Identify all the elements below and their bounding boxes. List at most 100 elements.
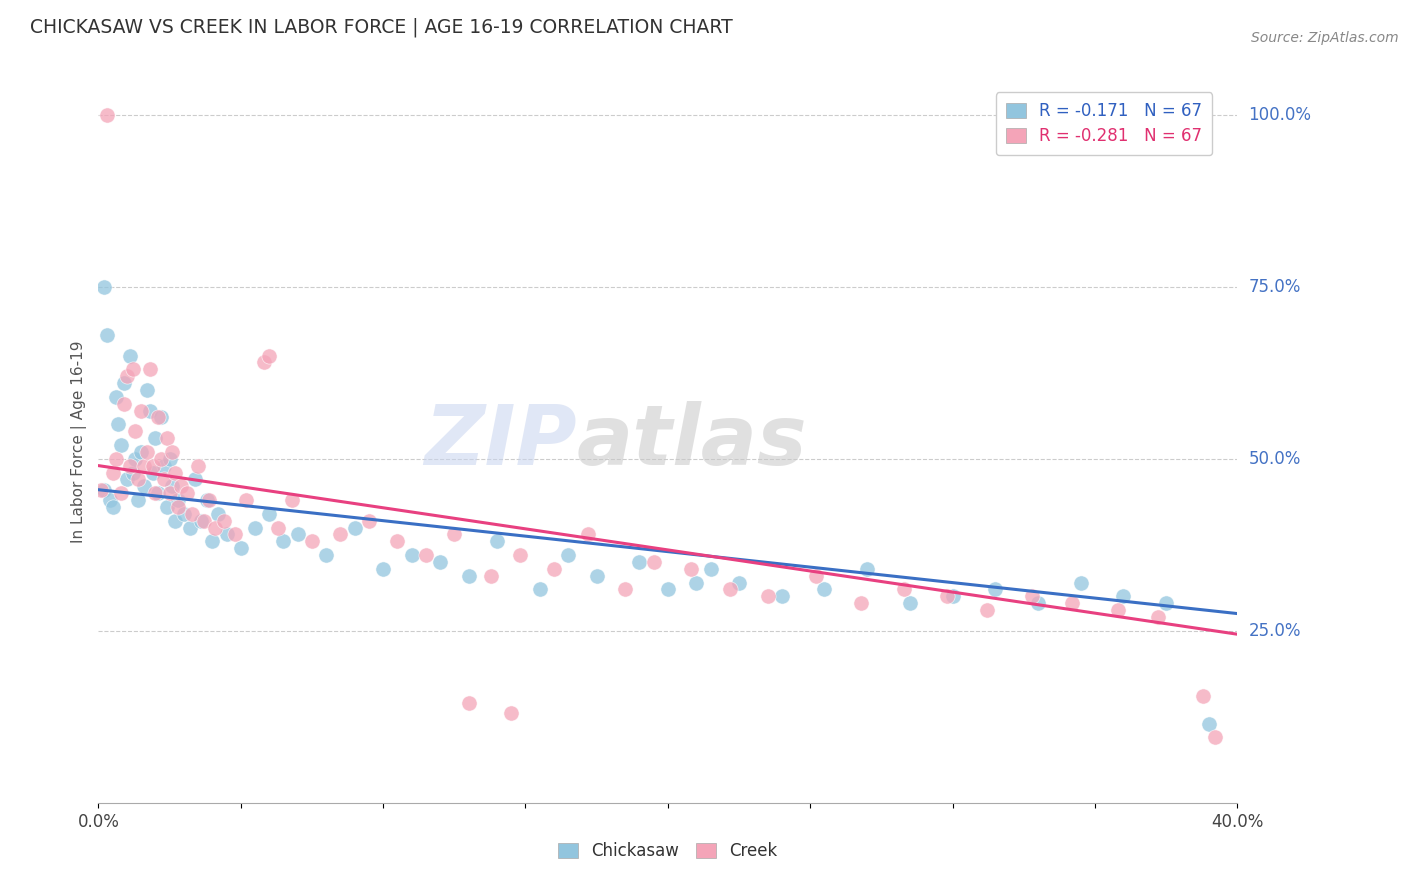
Text: 25.0%: 25.0%: [1249, 622, 1301, 640]
Point: [1204, 731, 1226, 745]
Point: [898, 596, 921, 610]
Point: [259, 349, 281, 363]
Point: [804, 568, 827, 582]
Point: [509, 548, 531, 562]
Point: [127, 472, 149, 486]
Point: [104, 390, 127, 404]
Point: [150, 451, 173, 466]
Point: [207, 507, 229, 521]
Point: [159, 486, 181, 500]
Point: [156, 431, 179, 445]
Text: 50.0%: 50.0%: [1249, 450, 1301, 467]
Point: [127, 493, 149, 508]
Point: [184, 472, 207, 486]
Point: [129, 445, 152, 459]
Point: [267, 520, 290, 534]
Point: [212, 514, 235, 528]
Legend: Chickasaw, Creek: Chickasaw, Creek: [551, 836, 785, 867]
Point: [273, 534, 295, 549]
Point: [229, 541, 252, 556]
Point: [165, 466, 187, 480]
Point: [543, 562, 565, 576]
Point: [138, 403, 160, 417]
Point: [1112, 590, 1135, 604]
Point: [1021, 590, 1043, 604]
Point: [96, 108, 118, 122]
Point: [301, 534, 323, 549]
Text: 75.0%: 75.0%: [1249, 277, 1301, 296]
Point: [150, 410, 173, 425]
Point: [167, 500, 190, 514]
Point: [135, 445, 157, 459]
Point: [756, 590, 779, 604]
Point: [1070, 575, 1092, 590]
Point: [215, 527, 238, 541]
Point: [145, 431, 167, 445]
Point: [198, 493, 221, 508]
Point: [121, 362, 143, 376]
Point: [141, 466, 163, 480]
Point: [195, 493, 218, 508]
Point: [138, 362, 160, 376]
Point: [1198, 716, 1220, 731]
Point: [118, 458, 141, 473]
Y-axis label: In Labor Force | Age 16-19: In Labor Force | Age 16-19: [72, 340, 87, 543]
Point: [851, 596, 873, 610]
Point: [224, 527, 246, 541]
Point: [165, 514, 187, 528]
Point: [315, 548, 337, 562]
Point: [252, 355, 274, 369]
Point: [176, 486, 198, 500]
Point: [132, 458, 155, 473]
Point: [479, 568, 502, 582]
Point: [770, 590, 793, 604]
Point: [190, 514, 212, 528]
Point: [148, 486, 170, 500]
Point: [893, 582, 915, 597]
Point: [153, 458, 176, 473]
Point: [101, 466, 124, 480]
Point: [159, 451, 181, 466]
Point: [720, 582, 742, 597]
Point: [415, 548, 437, 562]
Point: [529, 582, 551, 597]
Point: [813, 582, 835, 597]
Point: [112, 397, 135, 411]
Point: [243, 520, 266, 534]
Point: [679, 562, 702, 576]
Point: [281, 493, 304, 508]
Point: [101, 500, 124, 514]
Point: [976, 603, 998, 617]
Point: [557, 548, 579, 562]
Text: 100.0%: 100.0%: [1249, 105, 1312, 124]
Text: Source: ZipAtlas.com: Source: ZipAtlas.com: [1251, 31, 1399, 45]
Point: [1154, 596, 1177, 610]
Point: [201, 534, 224, 549]
Point: [187, 458, 209, 473]
Point: [156, 500, 179, 514]
Point: [685, 575, 707, 590]
Point: [387, 534, 409, 549]
Point: [657, 582, 679, 597]
Point: [124, 424, 146, 438]
Point: [129, 403, 152, 417]
Point: [429, 555, 451, 569]
Point: [90, 483, 112, 497]
Point: [179, 520, 201, 534]
Point: [501, 706, 523, 721]
Text: CHICKASAW VS CREEK IN LABOR FORCE | AGE 16-19 CORRELATION CHART: CHICKASAW VS CREEK IN LABOR FORCE | AGE …: [30, 18, 733, 37]
Point: [173, 507, 195, 521]
Point: [576, 527, 599, 541]
Point: [614, 582, 637, 597]
Point: [235, 493, 257, 508]
Point: [110, 486, 132, 500]
Point: [357, 514, 380, 528]
Point: [118, 349, 141, 363]
Point: [373, 562, 395, 576]
Point: [486, 534, 509, 549]
Point: [728, 575, 751, 590]
Point: [145, 486, 167, 500]
Point: [329, 527, 352, 541]
Point: [104, 451, 127, 466]
Point: [1107, 603, 1129, 617]
